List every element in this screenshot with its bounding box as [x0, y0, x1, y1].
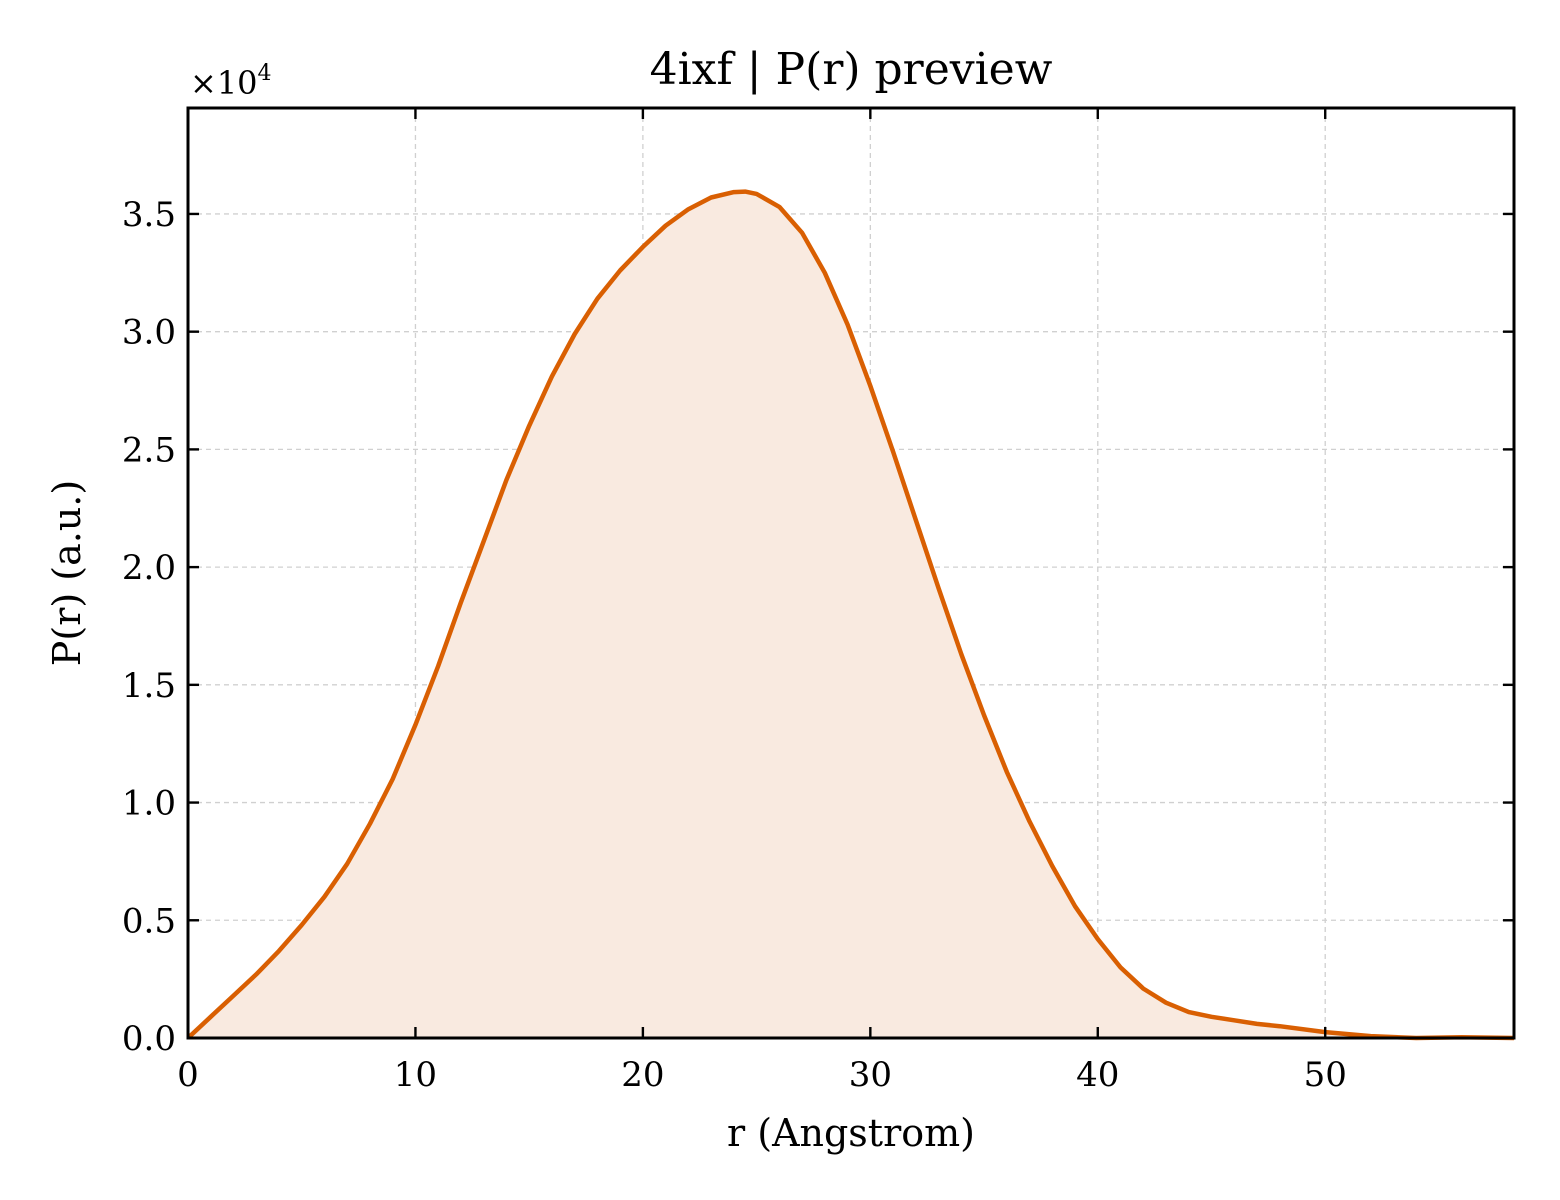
x-tick-label: 10 — [394, 1055, 437, 1095]
y-tick-label: 2.5 — [122, 430, 176, 470]
x-tick-label: 50 — [1304, 1055, 1347, 1095]
y-tick-label: 1.0 — [122, 784, 176, 824]
y-axis-label: P(r) (a.u.) — [45, 480, 89, 666]
y-scale-multiplier: ×104 — [190, 61, 272, 102]
y-tick-label: 3.5 — [122, 195, 176, 235]
x-tick-label: 20 — [621, 1055, 664, 1095]
y-tick-label: 0.5 — [122, 901, 176, 941]
y-tick-label: 3.0 — [122, 313, 176, 353]
x-tick-label: 30 — [849, 1055, 892, 1095]
x-tick-label: 40 — [1076, 1055, 1119, 1095]
y-scale-base: ×10 — [190, 64, 258, 102]
y-tick-label: 2.0 — [122, 548, 176, 588]
pr-curve-line — [186, 189, 1515, 1041]
chart-title: 4ixf | P(r) preview — [650, 44, 1053, 95]
x-axis-label: r (Angstrom) — [727, 1111, 975, 1155]
axis-ticks: 0 10 20 30 40 50 0.0 0.5 1.0 1.5 2.0 2.5 3.0 3.5 — [122, 108, 1514, 1095]
y-tick-label: 1.5 — [122, 666, 176, 706]
pr-area-fill — [188, 191, 1514, 1039]
x-tick-label: 0 — [177, 1055, 199, 1095]
y-tick-label: 0.0 — [122, 1019, 176, 1059]
plot-frame — [186, 106, 1516, 1040]
y-scale-exponent: 4 — [258, 61, 272, 86]
